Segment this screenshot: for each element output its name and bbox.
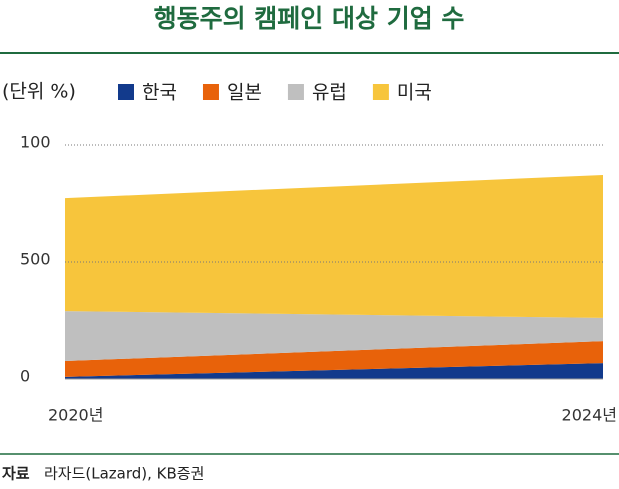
chart-title: 행동주의 캠페인 대상 기업 수 [154,4,465,33]
legend-swatch [287,84,304,100]
y-tick-label: 500 [20,250,51,269]
area [65,363,603,379]
legend-label: 미국 [397,82,432,104]
legend-label: 한국 [142,82,177,104]
legend-label: 일본 [227,82,262,104]
area [65,311,603,361]
x-tick-label: 2020년 [48,406,103,425]
x-tick-label: 2024년 [562,406,617,425]
y-tick-label: 0 [20,367,30,386]
legend-swatch [118,84,134,100]
legend-label: 유럽 [312,82,347,104]
legend-swatch [202,84,219,100]
area [65,341,603,377]
legend-swatch [372,84,389,100]
source: 라자드(Lazard), KB증권 [44,465,204,483]
area [65,174,603,318]
source-label: 자료 [2,465,30,483]
y-tick-label: 100 [20,133,51,152]
unit-label: (단위 %) [2,81,76,103]
